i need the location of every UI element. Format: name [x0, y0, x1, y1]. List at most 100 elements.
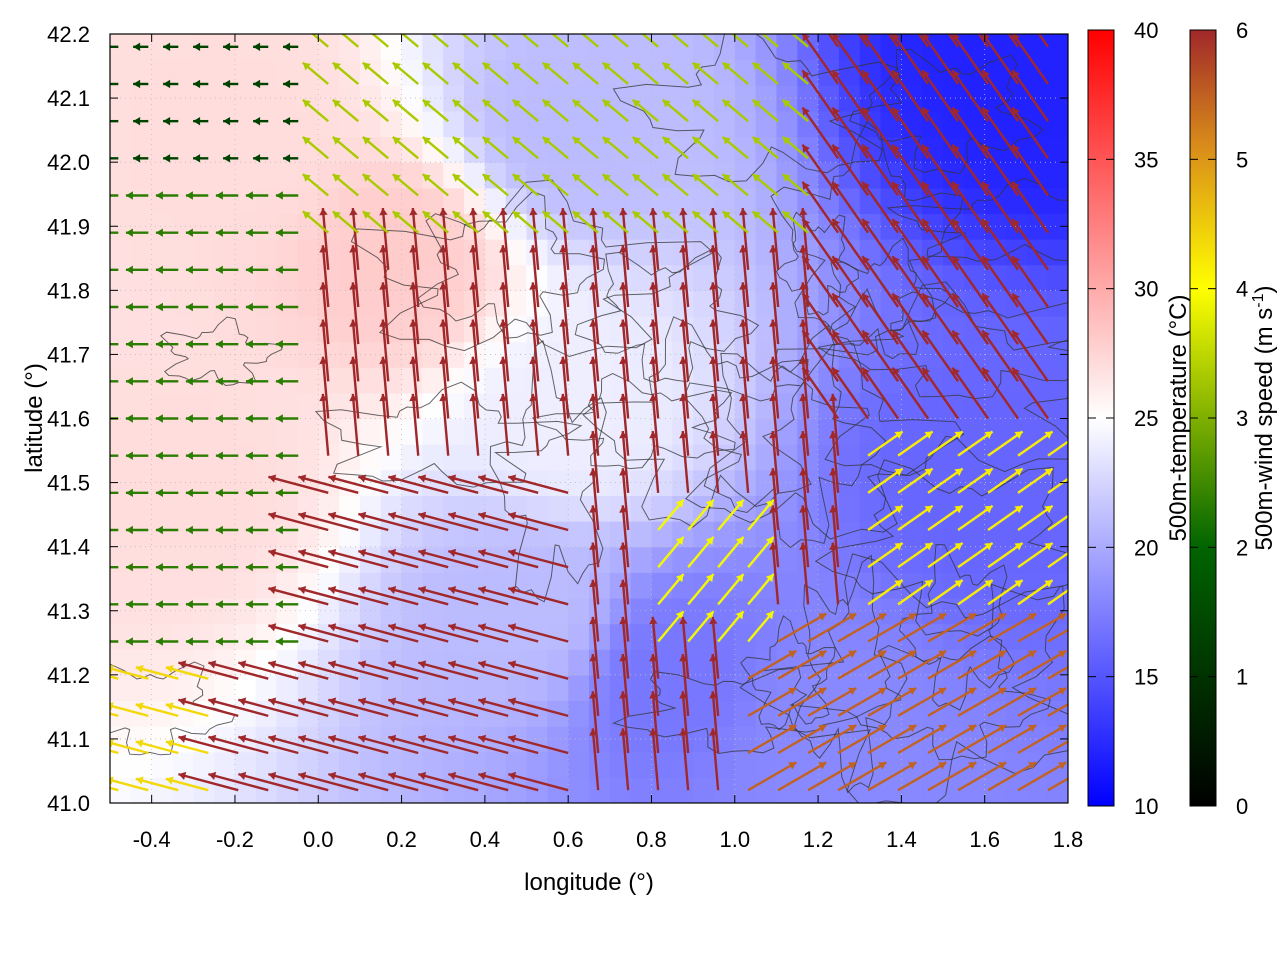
temperature-cell [255, 315, 278, 343]
wind-arrow-head [679, 616, 688, 625]
wind-arrow-shaft [447, 735, 509, 755]
wind-arrow-head [982, 144, 990, 153]
temperature-cell [734, 546, 757, 573]
temperature-cell [130, 674, 153, 702]
wind-arrow-head [735, 574, 744, 583]
temperature-cell [1047, 777, 1068, 803]
temperature-cell [359, 162, 382, 189]
x-tick-label: 0.8 [636, 827, 667, 852]
temperature-cell [255, 239, 278, 266]
colorbar-tick-label: 15 [1134, 665, 1158, 690]
wind-arrow-head [96, 637, 103, 645]
wind-arrow-head [125, 191, 133, 200]
wind-arrow-shaft [831, 144, 870, 197]
temperature-cell [422, 162, 444, 189]
wind-arrow-head [952, 107, 960, 116]
temperature-cell [880, 264, 902, 291]
temperature-cell [880, 418, 902, 445]
temperature-cell [214, 59, 236, 86]
temperature-cell [505, 674, 528, 702]
wind-arrow-head [982, 181, 990, 191]
wind-arrow-shaft [135, 777, 179, 792]
temperature-cell [234, 444, 257, 471]
wind-arrow-shaft [867, 430, 904, 457]
temperature-cell [130, 392, 153, 420]
temperature-cell [422, 444, 444, 471]
temperature-cell [505, 367, 528, 394]
y-tick-label: 41.8 [47, 278, 90, 303]
wind-arrow-shaft [621, 542, 630, 605]
temperature-cell [214, 674, 236, 702]
temperature-cell [797, 34, 819, 61]
temperature-cell [401, 521, 423, 548]
temperature-cell [568, 239, 590, 266]
temperature-cell [505, 649, 528, 676]
temperature-cell [234, 546, 257, 573]
temperature-cell [151, 34, 174, 61]
temperature-cell [630, 623, 653, 650]
temperature-cell [214, 495, 236, 522]
wind-arrow-shaft [831, 505, 840, 568]
wind-arrow-shaft [921, 329, 960, 383]
wind-arrow-shaft [957, 686, 1007, 717]
wind-arrow-head [982, 367, 990, 376]
wind-arrow-shaft [891, 106, 930, 160]
temperature-cell [901, 546, 923, 573]
temperature-cell [943, 674, 965, 702]
y-tick-label: 41.9 [47, 214, 90, 239]
temperature-cell [110, 392, 132, 420]
temperature-cell [1005, 674, 1027, 702]
temperature-cell [172, 136, 194, 163]
wind-arrow-head [1044, 580, 1053, 588]
wind-arrow-shaft [381, 356, 390, 419]
wind-arrow-head [752, 62, 761, 71]
temperature-cell [609, 777, 632, 803]
wind-arrow-head [938, 762, 947, 770]
wind-arrow-head [908, 613, 917, 621]
wind-arrow-head [1014, 505, 1023, 514]
temperature-cell [505, 521, 528, 548]
wind-arrow-head [572, 136, 581, 145]
wind-arrow-shaft [777, 761, 827, 792]
wind-arrow-head [155, 302, 163, 312]
temperature-cell [505, 264, 528, 291]
wind-arrow-head [984, 542, 993, 551]
wind-arrow-shaft [621, 505, 630, 568]
wind-arrow-head [275, 637, 283, 646]
temperature-cell [963, 110, 986, 138]
temperature-cell [297, 59, 319, 86]
wind-arrow-shaft [831, 34, 870, 85]
wind-arrow-shaft [981, 181, 1020, 234]
temperature-cell [443, 213, 465, 240]
wind-arrow-shaft [927, 430, 964, 457]
wind-arrow-head [802, 219, 810, 228]
wind-arrow-head [892, 219, 900, 228]
x-tick-label: 1.2 [803, 827, 834, 852]
temperature-cell [255, 59, 278, 86]
wind-arrow-head [818, 725, 827, 733]
temperature-cell [672, 521, 694, 548]
temperature-cell [922, 623, 944, 650]
temperature-cell [130, 187, 153, 215]
wind-arrow-shaft [807, 724, 857, 755]
temperature-cell [214, 700, 236, 727]
temperature-cell [505, 290, 528, 317]
temperature-cell [1026, 521, 1048, 548]
temperature-cell [963, 315, 986, 343]
wind-arrow-shaft [531, 356, 540, 419]
temperature-cell [422, 700, 444, 727]
wind-arrow-head [968, 762, 977, 770]
wind-arrow-shaft [471, 282, 480, 345]
temperature-cell [110, 136, 132, 163]
temperature-cell [297, 239, 319, 266]
wind-arrow-head [663, 25, 671, 33]
wind-arrow-head [178, 660, 187, 669]
wind-arrow-shaft [951, 367, 990, 420]
wind-arrow-head [508, 548, 517, 557]
temperature-cell [943, 521, 965, 548]
temperature-cell [547, 546, 569, 573]
temperature-cell [193, 239, 215, 266]
wind-arrow-head [922, 144, 930, 153]
temperature-cell [380, 85, 403, 112]
wind-arrow-head [832, 330, 840, 339]
